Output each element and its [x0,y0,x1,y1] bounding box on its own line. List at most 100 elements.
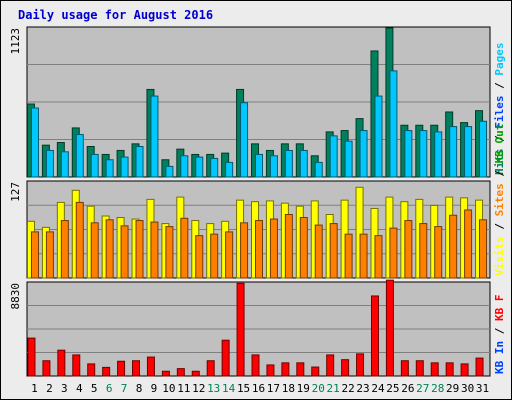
bar-pages-day-9 [150,95,159,178]
bar-sites-day-8 [135,220,144,279]
x-tick-day-10: 10 [162,382,175,395]
series-kb-f [27,279,484,377]
bar-sites-day-2 [45,231,54,279]
bar-kb-f-day-4 [72,354,81,377]
bar-pages-day-15 [240,102,249,178]
bar-sites-day-12 [195,235,204,279]
x-tick-day-22: 22 [341,382,354,395]
legend-separator: / [493,163,506,183]
panel-bottom-legend: KB In / KB F [493,295,506,375]
bar-kb-f-day-9 [146,356,155,377]
x-tick-day-27: 27 [416,382,429,395]
bar-sites-day-6 [105,219,114,279]
legend-kb-out: KB Out [493,124,506,164]
bar-pages-day-7 [120,156,129,178]
panel-middle-legend-text: Visits / Sites / KB Out [493,124,506,276]
panel-top: 1123 Hits / Files / Pages [9,26,506,178]
bar-kb-f-day-28 [430,362,439,377]
bar-sites-day-9 [150,221,159,279]
bar-pages-day-11 [180,155,189,178]
bar-sites-day-21 [329,223,338,279]
bar-pages-day-5 [90,153,99,178]
x-tick-day-18: 18 [282,382,295,395]
bar-kb-f-day-3 [57,349,66,377]
x-tick-day-16: 16 [252,382,265,395]
bar-sites-day-1 [30,231,39,279]
series-pages [30,70,488,178]
x-tick-day-7: 7 [121,382,128,395]
bar-sites-day-14 [225,231,234,279]
x-tick-day-20: 20 [312,382,325,395]
bar-sites-day-5 [90,222,99,279]
x-tick-day-26: 26 [401,382,414,395]
x-tick-day-23: 23 [356,382,369,395]
bar-sites-day-7 [120,225,129,279]
x-tick-day-14: 14 [222,382,236,395]
bar-pages-day-12 [195,156,204,178]
legend-separator: / [493,216,506,236]
bar-sites-day-16 [255,220,263,279]
bar-kb-f-day-18 [281,362,290,377]
bar-sites-day-26 [404,220,413,279]
bar-kb-f-day-15 [236,282,245,377]
panel-middle-y-max-label: 127 [9,182,22,202]
bar-pages-day-4 [75,134,84,178]
bar-pages-day-6 [105,159,114,178]
x-tick-day-12: 12 [192,382,205,395]
bar-kb-f-day-27 [415,360,424,377]
bar-pages-day-22 [344,140,353,178]
bar-pages-day-8 [135,145,144,178]
bar-kb-f-day-2 [42,360,51,377]
bar-kb-f-day-16 [251,354,260,377]
bar-kb-f-day-24 [370,295,379,377]
bar-sites-day-27 [419,223,428,279]
bar-sites-day-29 [449,214,458,279]
x-tick-day-17: 17 [267,382,280,395]
legend-pages: Pages [493,43,506,76]
bar-pages-day-13 [210,157,219,178]
bar-pages-day-2 [45,149,54,178]
x-tick-day-9: 9 [151,382,158,395]
bar-kb-f-day-13 [206,360,215,377]
bar-pages-day-18 [284,149,293,178]
bar-pages-day-26 [404,130,413,178]
bar-pages-day-20 [314,161,323,178]
x-tick-day-6: 6 [106,382,113,395]
bar-kb-f-day-12 [191,370,200,377]
bar-kb-f-day-14 [221,339,230,377]
bar-pages-day-21 [329,135,338,178]
series-sites [30,201,488,279]
panel-middle-legend: Visits / Sites / KB Out [493,124,506,276]
legend-visits: Visits [493,236,506,276]
bar-sites-day-24 [374,235,383,279]
x-tick-day-11: 11 [177,382,190,395]
bar-pages-day-19 [299,149,308,178]
x-tick-day-24: 24 [371,382,385,395]
x-tick-day-30: 30 [461,382,474,395]
bar-kb-f-day-10 [161,370,170,377]
bar-kb-f-day-20 [311,366,320,377]
bar-sites-day-23 [359,233,368,279]
bar-kb-f-day-19 [296,362,305,377]
bar-sites-day-19 [299,217,308,279]
bar-kb-f-day-8 [132,360,141,377]
bar-pages-day-25 [389,70,398,178]
bar-pages-day-10 [165,165,174,178]
panel-bottom-y-max-label: 8830 [9,283,22,310]
bar-pages-day-16 [255,153,263,178]
bar-pages-day-17 [269,155,278,178]
bar-kb-f-day-1 [27,337,36,377]
panel-bottom-legend-text: KB In / KB F [493,295,506,375]
bar-kb-f-day-30 [460,363,469,377]
bar-kb-f-day-26 [400,360,409,377]
bar-kb-f-day-17 [266,364,275,377]
bar-kb-f-day-21 [326,354,335,377]
bar-pages-day-29 [449,126,458,178]
panel-middle: 127 Visits / Sites / KB Out [9,124,506,279]
x-tick-day-29: 29 [446,382,459,395]
x-tick-day-31: 31 [476,382,489,395]
bar-sites-day-15 [240,222,249,279]
bar-kb-f-day-22 [341,359,350,377]
